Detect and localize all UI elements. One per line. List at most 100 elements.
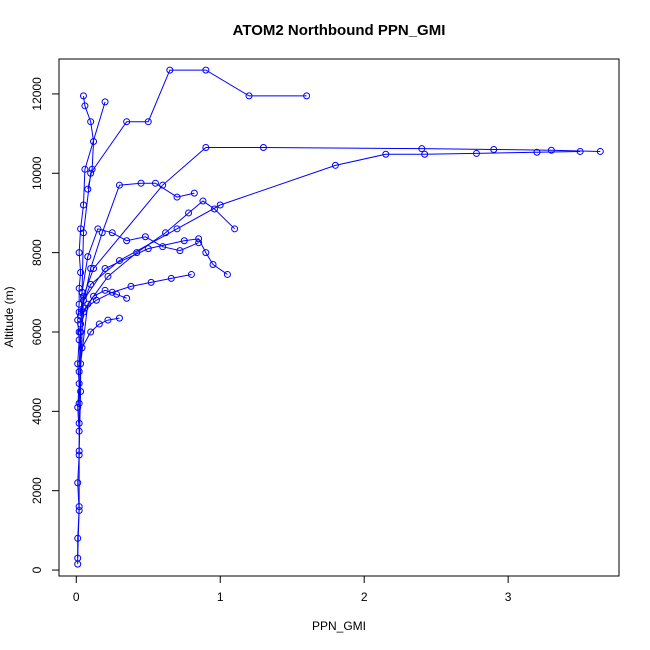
data-point (490, 145, 498, 153)
data-point (115, 314, 123, 322)
data-point (245, 92, 253, 100)
y-tick-label: 4000 (30, 398, 44, 425)
y-tick-label: 8000 (30, 239, 44, 266)
data-point (190, 189, 198, 197)
data-point (173, 225, 181, 233)
x-tick-label: 2 (361, 590, 368, 604)
data-point (94, 225, 102, 233)
series-line (80, 200, 235, 364)
data-point (87, 264, 95, 272)
y-tick-label: 0 (30, 566, 44, 573)
data-point (104, 272, 112, 280)
x-tick-label: 1 (217, 590, 224, 604)
data-point (75, 503, 83, 511)
data-point (216, 201, 224, 209)
data-point (167, 274, 175, 282)
data-point (104, 316, 112, 324)
data-point (231, 225, 239, 233)
data-point (77, 268, 85, 276)
series-line (81, 228, 199, 293)
data-point (88, 165, 96, 173)
data-point (78, 344, 86, 352)
series-line (81, 317, 120, 349)
data-point (75, 249, 83, 257)
data-point (202, 249, 210, 257)
data-point (162, 229, 170, 237)
y-tick-label: 2000 (30, 477, 44, 504)
data-point (84, 185, 92, 193)
series-6 (75, 270, 195, 336)
chart-title: ATOM2 Northbound PPN_GMI (233, 22, 446, 39)
data-point (195, 235, 203, 243)
series-2 (75, 143, 604, 427)
data-point (210, 205, 218, 213)
data-point (75, 399, 83, 407)
series-0 (74, 98, 109, 568)
data-point (108, 288, 116, 296)
series-11 (78, 314, 123, 352)
data-point (303, 92, 311, 100)
x-tick-label: 3 (505, 590, 512, 604)
data-point (75, 419, 83, 427)
data-point (147, 278, 155, 286)
data-point (180, 237, 188, 245)
data-point (74, 554, 82, 562)
data-point (144, 245, 152, 253)
x-axis-label: PPN_GMI (312, 619, 366, 633)
data-point (79, 92, 87, 100)
data-point (87, 328, 95, 336)
data-point (159, 243, 167, 251)
series-line (80, 182, 195, 317)
data-point (84, 253, 92, 261)
data-point (81, 165, 89, 173)
y-tick-label: 12000 (30, 77, 44, 111)
series-line (78, 150, 581, 313)
data-point (472, 149, 480, 157)
data-point (195, 239, 203, 247)
series-line (77, 101, 106, 565)
data-point (533, 148, 541, 156)
series-4 (75, 235, 231, 407)
data-point (259, 143, 267, 151)
y-axis-label: Altitude (m) (2, 286, 16, 347)
data-point (173, 193, 181, 201)
y-axis: 0 2000 4000 6000 8000 10000 12000 (30, 77, 59, 573)
series-9 (79, 92, 98, 193)
data-point (74, 479, 82, 487)
series-7 (77, 179, 198, 320)
data-point (547, 146, 555, 154)
data-point (421, 150, 429, 158)
series-1 (74, 66, 311, 562)
data-point (199, 197, 207, 205)
data-point (79, 308, 87, 316)
data-point (418, 145, 426, 153)
data-point (101, 264, 109, 272)
y-tick-label: 6000 (30, 318, 44, 345)
data-point (101, 98, 109, 106)
data-point (87, 118, 95, 126)
data-point (596, 147, 604, 155)
plot-frame (58, 58, 620, 577)
data-point (75, 328, 83, 336)
data-point (123, 118, 131, 126)
data-point (75, 368, 83, 376)
data-point (151, 179, 159, 187)
data-point (77, 360, 85, 368)
data-point (74, 403, 82, 411)
data-point (101, 286, 109, 294)
series-layer (74, 66, 604, 568)
data-point (75, 447, 83, 455)
data-point (115, 181, 123, 189)
data-point (90, 292, 98, 300)
data-point (127, 282, 135, 290)
data-point (113, 290, 121, 298)
data-point (78, 288, 86, 296)
data-point (209, 261, 217, 269)
data-point (95, 320, 103, 328)
data-point (144, 118, 152, 126)
y-tick-label: 10000 (30, 156, 44, 190)
data-point (176, 247, 184, 255)
data-point (185, 209, 193, 217)
data-point (81, 102, 89, 110)
